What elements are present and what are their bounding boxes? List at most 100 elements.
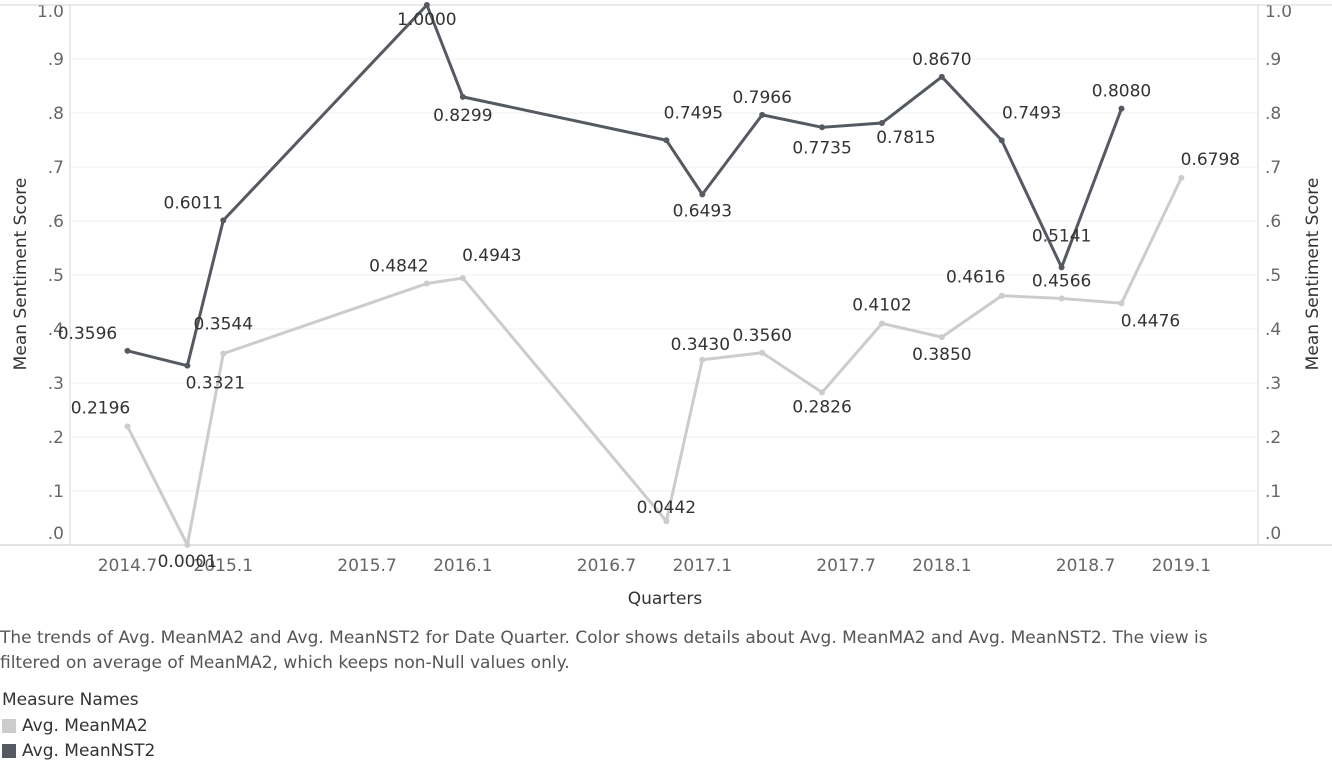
data-point-meannst2 xyxy=(759,111,766,118)
y-tick-label-right: .2 xyxy=(1265,428,1281,448)
data-point-meanma2 xyxy=(819,389,826,396)
legend-title: Measure Names xyxy=(2,690,139,710)
x-tick-label: 2017.1 xyxy=(673,556,732,576)
y-axis-title-right: Mean Sentiment Score xyxy=(1303,178,1323,371)
data-label-meanma2: 0.6798 xyxy=(1181,150,1240,170)
data-label-meannst2: 0.8670 xyxy=(912,50,971,70)
legend-item-meannst2[interactable]: Avg. MeanNST2 xyxy=(2,738,155,763)
data-point-meanma2 xyxy=(1058,295,1065,302)
line-chart: .0 .0 .1 .1 .2 .2 .3 .3 .4 .4 .5 .5 .6 .6 .7 .7 .8 .8 .9 .9… xyxy=(0,2,1332,609)
data-point-meanma2 xyxy=(459,275,466,282)
legend: Measure Names Avg. MeanMA2 Avg. MeanNST2 xyxy=(2,688,155,763)
y-tick-label-right: .7 xyxy=(1265,158,1281,178)
data-point-meannst2 xyxy=(819,124,826,131)
y-tick-label-right: .8 xyxy=(1265,104,1281,124)
y-tick-label-right: .9 xyxy=(1265,50,1281,70)
y-tick-label-left: 1.0 xyxy=(37,2,64,22)
data-point-meannst2 xyxy=(1118,105,1125,112)
x-tick-label: 2018.7 xyxy=(1056,556,1115,576)
data-label-meanma2: 0.3544 xyxy=(194,315,253,335)
data-label-meanma2: 0.2826 xyxy=(792,397,851,417)
data-label-meanma2: 0.4943 xyxy=(462,246,521,266)
y-tick-label-left: .0 xyxy=(48,524,64,544)
data-label-meanma2: 0.4476 xyxy=(1121,311,1180,331)
data-point-meannst2 xyxy=(878,119,885,126)
data-label-meanma2: 0.4566 xyxy=(1032,271,1091,291)
data-label-meanma2: 0.4842 xyxy=(369,257,428,277)
data-point-meannst2 xyxy=(184,362,191,369)
data-point-meanma2 xyxy=(938,334,945,341)
legend-label-meannst2: Avg. MeanNST2 xyxy=(22,740,156,761)
y-tick-label-right: .6 xyxy=(1265,212,1281,232)
x-tick-label: 2015.7 xyxy=(337,556,396,576)
data-label-meannst2: 0.8299 xyxy=(433,106,492,126)
y-tick-label-left: .6 xyxy=(48,212,64,232)
data-point-meanma2 xyxy=(1118,300,1125,307)
data-label-meanma2: 0.4102 xyxy=(852,295,911,315)
data-label-meannst2: 0.7815 xyxy=(876,128,935,148)
data-point-meannst2 xyxy=(699,191,706,198)
data-label-meannst2: 0.5141 xyxy=(1032,226,1091,246)
chart-caption: The trends of Avg. MeanMA2 and Avg. Mean… xyxy=(0,628,1208,673)
x-tick-label: 2017.7 xyxy=(816,556,875,576)
data-point-meannst2 xyxy=(459,93,466,100)
data-point-meanma2 xyxy=(759,349,766,356)
x-tick-label: 2016.7 xyxy=(577,556,636,576)
data-point-meannst2 xyxy=(220,217,227,224)
series-line-meanma2 xyxy=(125,176,1183,547)
legend-swatch-meannst2 xyxy=(2,743,16,758)
data-labels: 0.2196 0.0001 0.3544 0.4842 0.4943 0.0442 0.34… xyxy=(58,10,1240,572)
data-point-meannst2 xyxy=(998,137,1005,144)
data-label-meannst2: 0.6493 xyxy=(673,201,732,221)
y-tick-label-left: .3 xyxy=(48,374,64,394)
data-point-meannst2 xyxy=(938,73,945,80)
data-point-meanma2 xyxy=(184,541,191,548)
y-tick-label-right: .4 xyxy=(1265,320,1281,340)
data-point-meannst2 xyxy=(663,137,670,144)
series-group xyxy=(124,2,1185,548)
data-point-meanma2 xyxy=(998,292,1005,299)
data-label-meannst2: 0.7495 xyxy=(664,103,723,123)
y-tick-label-left: .5 xyxy=(48,266,64,286)
legend-item-meanma2[interactable]: Avg. MeanMA2 xyxy=(2,713,155,738)
y-tick-label-right: .3 xyxy=(1265,374,1281,394)
y-tick-label-right: 1.0 xyxy=(1265,2,1292,22)
y-tick-label-left: .4 xyxy=(48,320,64,340)
data-point-meannst2 xyxy=(423,2,430,8)
gridlines xyxy=(70,58,1258,492)
data-point-meanma2 xyxy=(1178,174,1185,181)
data-label-meannst2: 0.7966 xyxy=(732,88,791,108)
series-line-meannst2 xyxy=(125,3,1123,368)
data-label-meannst2: 0.6011 xyxy=(164,193,223,213)
data-point-meanma2 xyxy=(663,518,670,525)
data-label-meanma2: 0.4616 xyxy=(946,268,1005,288)
y-tick-label-right: .0 xyxy=(1265,524,1281,544)
x-tick-label: 2016.1 xyxy=(433,556,492,576)
data-label-meanma2: 0.0001 xyxy=(158,552,217,572)
axes: .0 .0 .1 .1 .2 .2 .3 .3 .4 .4 .5 .5 .6 .6 .7 .7 .8 .8 .9 .9… xyxy=(0,2,1332,609)
data-label-meannst2: 1.0000 xyxy=(397,10,456,30)
y-tick-label-left: .2 xyxy=(48,428,64,448)
x-tick-label: 2014.7 xyxy=(98,556,157,576)
data-point-meanma2 xyxy=(878,320,885,327)
data-point-meanma2 xyxy=(220,350,227,357)
y-tick-label-left: .9 xyxy=(48,50,64,70)
x-tick-label: 2019.1 xyxy=(1152,556,1211,576)
data-label-meannst2: 0.3596 xyxy=(58,324,117,344)
y-tick-label-left: .1 xyxy=(48,482,64,502)
y-tick-label-right: .5 xyxy=(1265,266,1281,286)
data-label-meannst2: 0.3321 xyxy=(186,374,245,394)
data-label-meanma2: 0.0442 xyxy=(637,498,696,518)
legend-label-meanma2: Avg. MeanMA2 xyxy=(22,715,148,736)
data-point-meanma2 xyxy=(699,356,706,363)
legend-swatch-meanma2 xyxy=(2,718,16,733)
x-tick-label: 2015.1 xyxy=(194,556,253,576)
data-label-meanma2: 0.3560 xyxy=(732,326,791,346)
x-axis-title: Quarters xyxy=(628,589,703,609)
y-axis-title-left: Mean Sentiment Score xyxy=(11,178,31,371)
data-label-meannst2: 0.8080 xyxy=(1092,82,1151,102)
data-point-meannst2 xyxy=(1058,264,1065,271)
data-label-meannst2: 0.7493 xyxy=(1002,103,1061,123)
data-label-meanma2: 0.2196 xyxy=(71,398,130,418)
y-tick-label-left: .7 xyxy=(48,158,64,178)
